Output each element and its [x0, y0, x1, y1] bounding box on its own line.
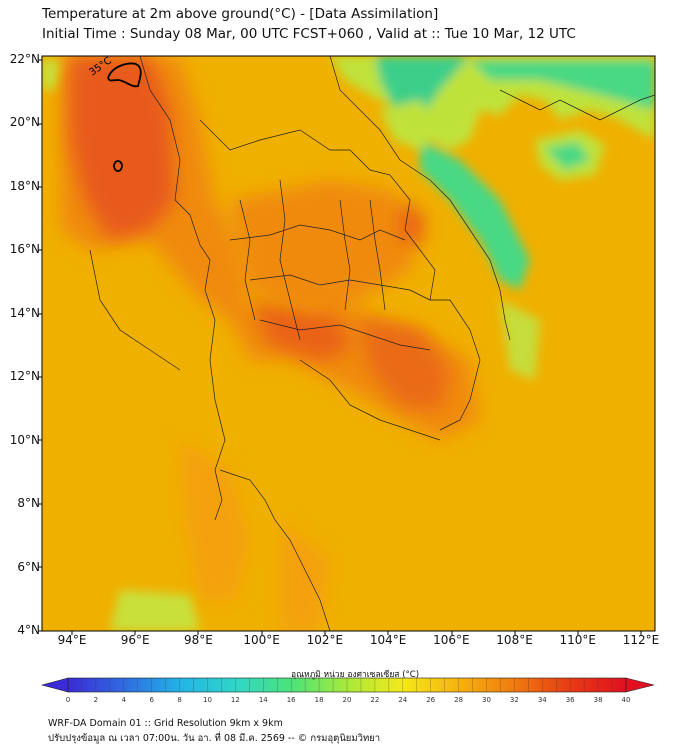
lon-label: 102°E	[306, 633, 344, 647]
lat-label: 16°N	[9, 242, 40, 257]
lon-label: 108°E	[496, 633, 533, 647]
lat-label: 14°N	[9, 305, 40, 320]
colorbar-tick-label: 0	[65, 696, 71, 704]
chart-title: Temperature at 2m above ground(°C) - [Da…	[42, 6, 439, 22]
colorbar-tick-label: 2	[93, 696, 99, 704]
lon-label: 98°E	[184, 633, 213, 647]
contour-35	[107, 62, 142, 172]
lat-label: 20°N	[9, 115, 40, 130]
lon-label: 100°E	[243, 633, 280, 647]
colorbar-tick-label: 32	[509, 696, 519, 704]
lat-label: 8°N	[17, 496, 40, 511]
lat-ticks	[38, 59, 42, 632]
colorbar-tick-label: 18	[314, 696, 324, 704]
lon-label: 112°E	[622, 633, 660, 647]
temperature-field	[42, 56, 655, 631]
colorbar-tick-label: 20	[342, 696, 352, 704]
colorbar-tick-label: 28	[454, 696, 464, 704]
colorbar-tick-label: 8	[177, 696, 182, 704]
lat-label: 12°N	[9, 369, 40, 384]
lon-label: 106°E	[433, 633, 470, 647]
colorbar-tick-label: 34	[537, 696, 547, 704]
colorbar-tick-label: 26	[426, 696, 436, 704]
lat-label: 22°N	[9, 52, 40, 66]
colorbar-arrow-right	[625, 677, 655, 693]
colorbar-tick-label: 6	[149, 696, 154, 704]
colorbar-tick-label: 16	[286, 696, 296, 704]
colorbar-tick-label: 38	[593, 696, 603, 704]
lon-label: 96°E	[120, 633, 150, 647]
lat-label: 4°N	[17, 623, 40, 637]
lat-label: 6°N	[17, 559, 40, 574]
chart-subtitle: Initial Time : Sunday 08 Mar, 00 UTC FCS…	[42, 26, 576, 42]
colorbar-tick-label: 10	[203, 696, 212, 704]
footer-update-info: ปรับปรุงข้อมูล ณ เวลา 07:00น. วัน อา. ที…	[48, 733, 381, 744]
lat-label: 18°N	[9, 178, 40, 193]
colorbar-tick-label: 24	[398, 696, 408, 704]
colorbar-tick-label: 12	[230, 696, 240, 704]
lon-label: 104°E	[369, 633, 407, 647]
lon-ticks	[71, 631, 642, 635]
country-borders	[89, 56, 655, 631]
map-frame	[41, 55, 656, 632]
colorbar-tick-label: 14	[258, 696, 268, 704]
lon-label: 110°E	[559, 633, 597, 647]
colorbar-tick-label: 22	[370, 696, 380, 704]
lon-label: 94°E	[57, 633, 87, 647]
lat-label: 10°N	[9, 432, 40, 447]
footer-model-info: WRF-DA Domain 01 :: Grid Resolution 9km …	[48, 718, 283, 729]
colorbar-divisions	[81, 678, 613, 692]
colorbar-title: อุณหภูมิ หน่วย องศาเซลเซียส (°C)	[290, 670, 420, 680]
colorbar-tick-label: 36	[565, 696, 575, 704]
colorbar-tick-label: 30	[482, 696, 491, 704]
colorbar-tick-label: 40	[621, 696, 631, 704]
colorbar-arrow-left	[40, 677, 69, 693]
colorbar-tick-label: 4	[121, 696, 127, 704]
